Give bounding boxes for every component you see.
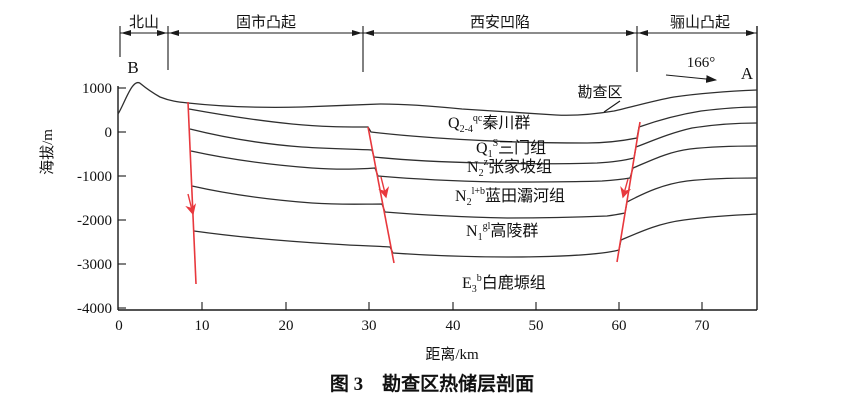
- section-label-xian: 西安凹陷: [470, 14, 530, 31]
- fault-line-east: [616, 121, 641, 263]
- y-tick-label: -3000: [77, 257, 112, 273]
- section-header: 北山 固市凸起 西安凹陷 骊山凸起 B A 166°: [119, 14, 757, 83]
- section-label-beishan: 北山: [129, 14, 159, 31]
- y-tick-label: -2000: [77, 213, 112, 229]
- dim-arrowhead: [746, 30, 756, 36]
- surface-topography-curve: [117, 81, 758, 116]
- section-label-lishan: 骊山凸起: [670, 14, 730, 31]
- y-tick-label: 1000: [82, 81, 112, 97]
- y-tick-label: -4000: [77, 301, 112, 317]
- dim-arrowhead: [626, 30, 636, 36]
- dim-arrowhead: [364, 30, 374, 36]
- x-tick-label: 30: [362, 318, 377, 334]
- dim-arrowhead: [169, 30, 179, 36]
- endpoint-b-label: B: [127, 58, 138, 77]
- fault-throw-arrow-icon: [378, 176, 390, 199]
- section-label-gushi: 固市凸起: [236, 14, 296, 31]
- dim-arrowhead: [638, 30, 648, 36]
- endpoint-a-label: A: [741, 64, 754, 83]
- x-tick-label: 20: [279, 318, 294, 334]
- stratigraphic-boundaries: [117, 81, 758, 258]
- axes: 1000 0 -1000 -2000 -3000 -4000 海拔/m 0 10…: [39, 26, 758, 363]
- y-axis-title: 海拔/m: [39, 129, 56, 175]
- layer-label-qinchuan: Q2-4qc秦川群: [448, 113, 530, 135]
- x-tick-label: 60: [612, 318, 627, 334]
- base-sanmen-curve: [189, 122, 758, 165]
- survey-area-label: 勘查区: [577, 84, 622, 101]
- fault-throw-arrow-icon: [185, 193, 197, 216]
- base-qinchuan-curve: [188, 106, 758, 144]
- y-tick-label: 0: [105, 125, 113, 141]
- base-lantianbahe-curve: [191, 177, 758, 219]
- layer-label-gaoling: N1gl高陵群: [466, 221, 538, 243]
- x-tick-label: 0: [115, 318, 123, 334]
- fault-line-middle: [367, 126, 395, 264]
- faults: [185, 101, 641, 285]
- x-tick-label: 40: [446, 318, 461, 334]
- layer-label-sanmen: Q1S三门组: [476, 138, 546, 160]
- base-gaoling-curve: [193, 213, 758, 258]
- dim-arrowhead: [352, 30, 362, 36]
- layer-label-lantianbahe: N2l+b蓝田灞河组: [455, 186, 565, 208]
- base-zhangjiapo-curve: [190, 145, 758, 183]
- bearing-label: 166°: [687, 55, 716, 71]
- x-tick-label: 10: [195, 318, 210, 334]
- figure-caption: 图 3 勘查区热储层剖面: [330, 372, 534, 395]
- survey-area-leader-line: [603, 100, 621, 113]
- fault-line-west: [187, 101, 197, 285]
- x-axis-title: 距离/km: [425, 346, 479, 363]
- dim-arrowhead: [121, 30, 131, 36]
- layer-label-zhangjiapo: N2z张家坡组: [467, 157, 552, 179]
- survey-area-annotation: 勘查区: [577, 84, 623, 113]
- y-tick-label: -1000: [77, 169, 112, 185]
- fault-throw-arrow-icon: [620, 178, 632, 199]
- x-tick-label: 50: [529, 318, 544, 334]
- dim-arrowhead: [157, 30, 167, 36]
- x-tick-label: 70: [695, 318, 710, 334]
- layer-labels: Q2-4qc秦川群 Q1S三门组 N2z张家坡组 N2l+b蓝田灞河组 N1gl…: [448, 113, 565, 295]
- bearing-arrow-icon: [665, 74, 718, 83]
- layer-label-bailuyuan: E3b白鹿塬组: [462, 273, 546, 295]
